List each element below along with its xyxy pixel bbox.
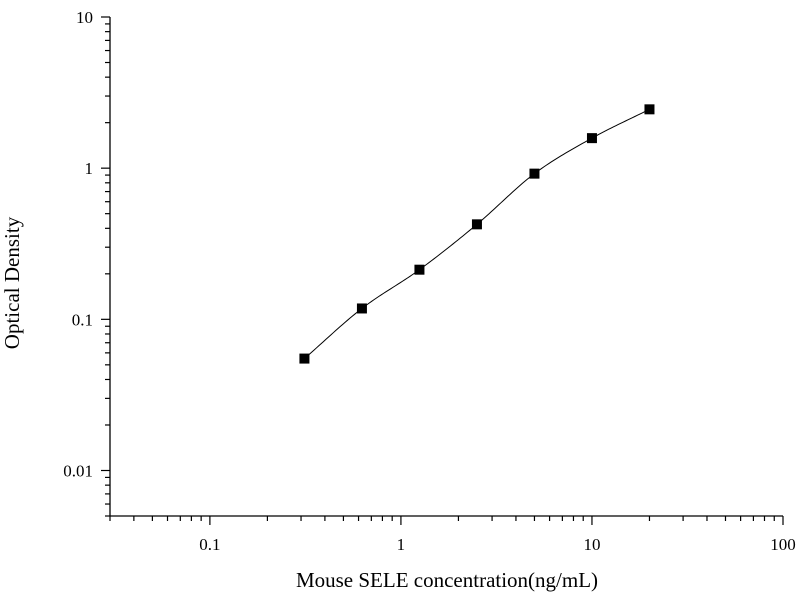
y-axis-label: Optical Density: [0, 216, 24, 349]
data-point: [644, 104, 655, 115]
data-point: [471, 219, 482, 230]
data-point: [299, 353, 310, 364]
x-tick-label: 100: [770, 535, 796, 554]
data-point: [529, 168, 540, 179]
fit-curve-layer: [304, 108, 650, 359]
data-point: [414, 264, 425, 275]
x-tick-label: 1: [397, 535, 406, 554]
x-axis-label: Mouse SELE concentration(ng/mL): [296, 568, 598, 592]
data-point: [586, 133, 597, 144]
data-points: [299, 104, 655, 364]
y-tick-label: 0.01: [63, 461, 93, 480]
x-tick-label: 10: [583, 535, 600, 554]
data-point: [356, 303, 367, 314]
x-axis: 0.1 1 10 100: [109, 515, 796, 554]
x-tick-label: 0.1: [199, 535, 220, 554]
fit-curve: [304, 108, 650, 359]
y-tick-label: 1: [85, 159, 94, 178]
y-axis: 0.01 0.1 1 10: [63, 8, 111, 517]
y-tick-label: 10: [76, 8, 93, 27]
y-tick-label: 0.1: [72, 310, 93, 329]
